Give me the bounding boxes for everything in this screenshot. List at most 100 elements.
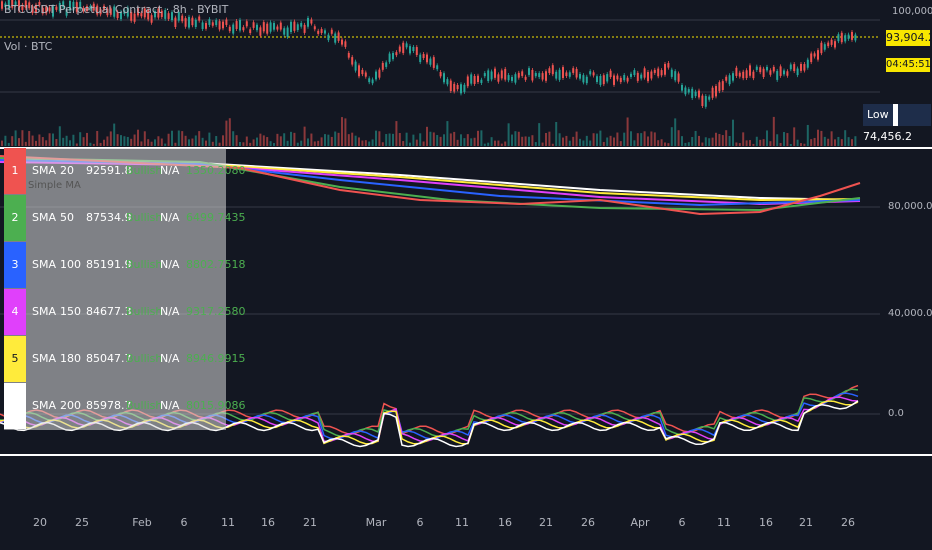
volume-bar	[21, 130, 24, 146]
candle-body	[830, 39, 833, 45]
candle-body	[694, 91, 697, 97]
indicator-name: Simple MA	[28, 180, 81, 191]
volume-bar	[48, 133, 51, 146]
candle-body	[551, 65, 554, 75]
time-axis-label: Mar	[365, 516, 387, 529]
candle-body	[667, 63, 670, 68]
sma-table-row: 6 SMA 200 85978.7 Bullish N/A 8015.9086	[4, 383, 246, 431]
sma-length: 100	[60, 258, 81, 271]
candle-body	[116, 11, 119, 19]
volume-bar	[205, 140, 207, 146]
volume-bar	[347, 134, 350, 146]
candle-body	[269, 22, 272, 32]
volume-bar	[766, 130, 768, 146]
candle-body	[687, 89, 690, 93]
volume-bar	[575, 131, 578, 146]
volume-bar	[701, 142, 704, 146]
volume-bar	[813, 137, 816, 146]
volume-bar	[830, 131, 833, 146]
sma-color-swatch: 6	[4, 383, 26, 429]
candle-body	[232, 24, 235, 34]
candle-body	[72, 1, 75, 11]
candle-body	[364, 72, 367, 77]
candle-body	[126, 7, 129, 17]
volume-bar	[194, 135, 197, 146]
volume-bar	[164, 143, 167, 146]
candle-body	[630, 73, 632, 77]
candle-body	[273, 23, 275, 30]
volume-bar	[738, 143, 741, 146]
candle-body	[528, 68, 530, 75]
volume-bar	[436, 135, 439, 146]
candle-body	[279, 22, 282, 30]
candle-body	[534, 73, 537, 77]
candle-body	[426, 54, 428, 63]
candle-body	[789, 64, 792, 70]
candle-body	[715, 86, 717, 97]
candle-body	[341, 39, 343, 45]
volume-bar	[62, 137, 65, 146]
sma-type: SMA	[32, 258, 56, 271]
volume-bar	[531, 135, 534, 146]
volume-bar	[443, 134, 445, 146]
volume-bar	[113, 123, 116, 146]
volume-bar	[4, 135, 7, 146]
low-label: Low	[867, 108, 889, 121]
volume-bar	[494, 140, 496, 146]
candle-body	[456, 84, 459, 90]
sma-trend: Bullish	[126, 211, 163, 224]
candle-body	[334, 33, 337, 43]
candle-body	[276, 26, 279, 30]
volume-label[interactable]: Vol · BTC	[4, 40, 53, 53]
candle-body	[184, 18, 187, 27]
candle-body	[157, 8, 160, 18]
volume-bar	[300, 140, 303, 146]
candle-body	[310, 19, 313, 24]
volume-bar	[334, 131, 337, 146]
candle-body	[188, 16, 190, 28]
time-axis-label: 16	[498, 516, 512, 529]
volume-bar	[718, 133, 721, 146]
volume-bar	[851, 139, 853, 146]
candle-body	[290, 21, 292, 33]
candle-body	[123, 10, 126, 14]
volume-bar	[35, 140, 37, 146]
volume-bar	[745, 140, 748, 146]
sma-type: SMA	[32, 164, 56, 177]
candle-body	[460, 84, 462, 94]
candle-body	[405, 43, 408, 48]
candle-body	[96, 5, 99, 15]
volume-bar	[674, 118, 677, 146]
symbol-title[interactable]: BTCUSDT Perpetual Contract · 8h · BYBIT	[4, 3, 229, 16]
candle-body	[504, 68, 507, 80]
volume-bar	[796, 139, 799, 146]
candle-body	[732, 73, 734, 81]
time-axis-label: 11	[717, 516, 731, 529]
candle-body	[99, 9, 102, 15]
candle-body	[412, 46, 415, 52]
candle-body	[75, 2, 78, 12]
bar-countdown: 04:45:51	[886, 58, 931, 72]
volume-bar	[840, 139, 843, 146]
time-axis-label: 11	[221, 516, 235, 529]
volume-bar	[810, 139, 813, 146]
candle-body	[252, 22, 255, 28]
candle-body	[762, 68, 765, 77]
volume-bar	[538, 123, 541, 146]
candle-body	[745, 70, 748, 79]
candle-body	[69, 0, 71, 11]
volume-bar	[711, 137, 714, 146]
volume-bar	[181, 131, 184, 146]
candle-body	[769, 70, 772, 75]
volume-bar	[395, 121, 398, 146]
volume-bar	[89, 142, 92, 146]
time-axis-label: 6	[180, 516, 188, 529]
volume-bar	[31, 135, 34, 146]
candle-body	[120, 11, 122, 20]
candle-body	[541, 73, 544, 80]
volume-bar	[75, 143, 78, 146]
candle-body	[511, 76, 513, 81]
candle-body	[133, 13, 136, 22]
candle-body	[538, 73, 541, 78]
